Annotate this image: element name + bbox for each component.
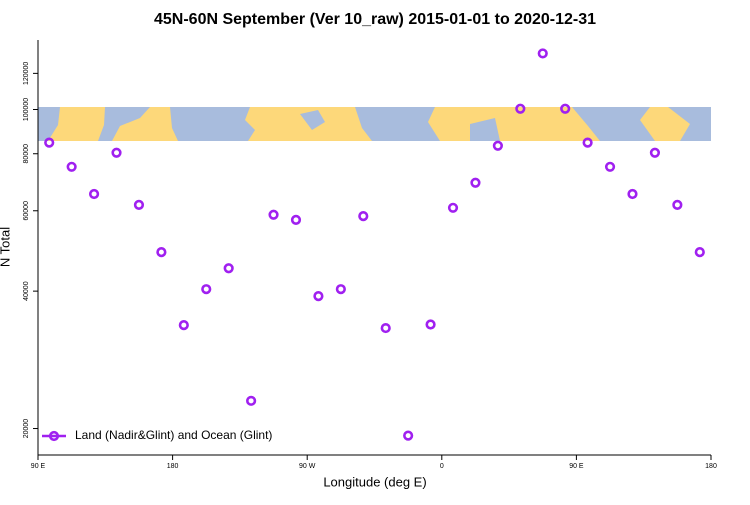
y-tick-label: 100000 — [23, 98, 30, 121]
data-point — [425, 319, 436, 330]
data-point — [649, 147, 661, 158]
data-point — [604, 161, 616, 172]
data-point — [111, 147, 122, 158]
data-point — [537, 48, 548, 59]
data-point — [178, 320, 189, 331]
data-point — [88, 188, 100, 200]
data-point — [133, 199, 145, 211]
data-point — [560, 103, 571, 114]
data-point — [672, 199, 683, 211]
y-tick-label: 120000 — [23, 62, 30, 85]
chart-title: 45N-60N September (Ver 10_raw) 2015-01-0… — [154, 11, 596, 28]
x-axis-label: Longitude (deg E) — [323, 474, 426, 489]
data-point — [492, 140, 503, 151]
y-axis-label: N Total — [0, 227, 12, 267]
data-point — [582, 137, 593, 148]
y-tick-label: 60000 — [23, 201, 30, 221]
data-point — [246, 395, 257, 406]
x-tick-label: 0 — [440, 463, 444, 470]
x-tick-label: 90 W — [299, 463, 316, 470]
y-tick-label: 80000 — [23, 144, 30, 164]
data-point — [358, 211, 369, 222]
x-tick-label: 90 E — [569, 463, 584, 470]
data-point — [268, 209, 279, 220]
map-band — [38, 107, 711, 141]
legend-marker — [48, 430, 60, 442]
x-tick-label: 180 — [705, 463, 717, 470]
data-point — [515, 103, 526, 114]
data-point — [335, 284, 346, 295]
y-tick-label: 20000 — [23, 419, 30, 439]
data-point — [201, 284, 212, 295]
data-point — [470, 177, 481, 188]
data-point — [403, 430, 414, 441]
x-tick-label: 90 E — [31, 463, 46, 470]
x-tick-label: 180 — [167, 463, 179, 470]
data-point — [156, 247, 167, 258]
data-point — [44, 137, 55, 148]
data-point — [223, 263, 234, 274]
data-point — [290, 214, 302, 225]
legend-label: Land (Nadir&Glint) and Ocean (Glint) — [75, 428, 272, 442]
data-point — [66, 161, 77, 172]
data-point — [627, 188, 638, 200]
data-point — [380, 322, 391, 334]
data-point — [694, 247, 705, 258]
data-point — [313, 291, 324, 302]
y-tick-label: 40000 — [23, 281, 30, 301]
data-point — [447, 202, 459, 213]
